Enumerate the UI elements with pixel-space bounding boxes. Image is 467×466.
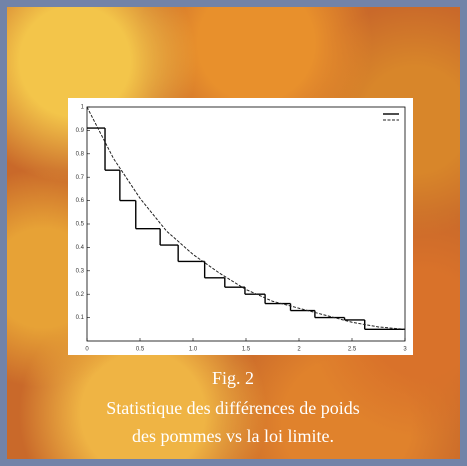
figure: Fig. 2 Statistique des différences de po… — [7, 7, 460, 459]
y-tick-label: 0.2 — [76, 292, 85, 298]
y-tick-label: 0.3 — [76, 268, 85, 274]
y-tick-label: 0.7 — [76, 175, 85, 181]
figure-label: Fig. 2 — [212, 368, 254, 388]
x-tick-label: 1.0 — [189, 347, 198, 353]
page: Fig. 2 Statistique des différences de po… — [0, 0, 467, 466]
x-tick-label: 1.5 — [242, 347, 251, 353]
y-tick-label: 0.6 — [76, 198, 85, 204]
x-tick-label: 0.5 — [136, 347, 145, 353]
y-tick-label: 0.8 — [76, 151, 85, 157]
caption-line: des pommes vs la loi limite. — [132, 426, 334, 446]
y-tick-label: 0.4 — [76, 245, 85, 251]
y-tick-label: 0.1 — [76, 315, 85, 321]
caption-line: Statistique des différences de poids — [106, 398, 360, 418]
y-tick-label: 0.9 — [76, 128, 85, 134]
y-tick-label: 0.5 — [76, 222, 85, 228]
x-tick-label: 2.5 — [348, 347, 357, 353]
chart-panel — [68, 98, 413, 355]
